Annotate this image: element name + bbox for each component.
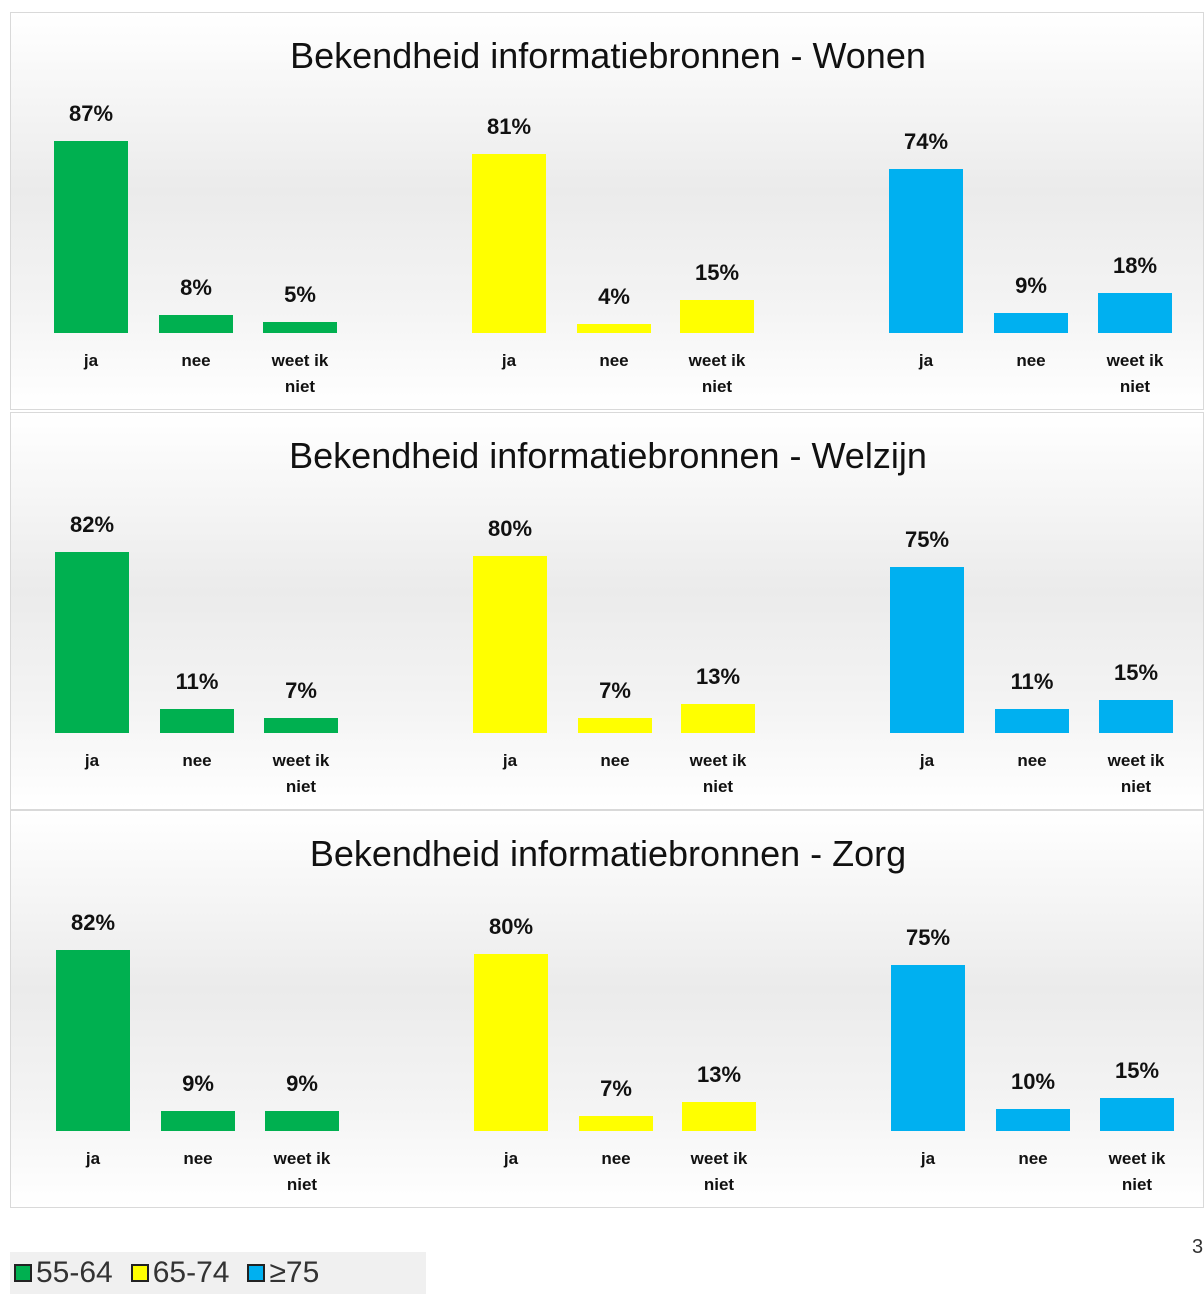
bar [160,708,234,733]
x-tick-label: ja [502,751,518,770]
data-label: 13% [696,1062,742,1088]
bar [472,153,546,333]
data-label: 82% [70,909,116,935]
data-label: 9% [182,1071,214,1097]
data-label: 7% [285,677,317,703]
legend-swatch [247,1264,266,1282]
x-tick-label: nee [1017,751,1047,770]
data-label: 80% [487,516,533,542]
data-label: 18% [1112,253,1158,279]
bar [265,1111,339,1131]
x-tick-label: nee [182,751,212,770]
data-label: 80% [488,914,534,940]
legend-item: ≥75 [247,1256,319,1290]
data-label: 9% [286,1071,318,1097]
bar [159,315,233,333]
legend-item: 55-64 [14,1256,113,1290]
bar [1098,293,1172,333]
legend: 55-64 65-74 ≥75 [10,1252,426,1294]
data-label: 7% [599,677,631,703]
chart-title: Bekendheid informatiebronnen - Welzijn [289,435,927,476]
data-label: 75% [905,925,951,951]
data-label: 8% [180,275,212,301]
data-label: 11% [175,668,219,694]
bar [56,949,130,1131]
x-tick-label: weet ik niet [273,1149,331,1194]
data-label: 4% [598,284,630,310]
legend-label: 65-74 [152,1256,230,1289]
x-tick-label: weet ik niet [272,751,330,796]
bar [681,704,755,733]
x-tick-label: weet ik niet [1107,751,1165,796]
x-tick-label: weet ik niet [688,351,746,396]
x-tick-label: nee [600,751,630,770]
bar [578,717,652,733]
bar [889,169,963,333]
x-tick-label: weet ik niet [689,751,747,796]
bar [579,1115,653,1131]
data-label: 7% [600,1075,632,1101]
bar [995,708,1069,733]
chart-title: Bekendheid informatiebronnen - Zorg [309,833,907,874]
bar [54,140,128,333]
bar [161,1111,235,1131]
data-label: 81% [486,113,532,139]
bar [474,954,548,1131]
data-label: 11% [1010,668,1054,694]
x-tick-label: weet ik niet [271,351,329,396]
x-tick-label: nee [601,1149,631,1168]
x-tick-label: ja [83,351,99,370]
x-tick-label: ja [501,351,517,370]
bar [577,324,651,333]
x-tick-label: nee [1018,1149,1048,1168]
legend-item: 65-74 [130,1256,230,1290]
bar [996,1108,1070,1131]
data-label: 74% [903,129,949,155]
legend-swatch [14,1264,32,1282]
bar [264,717,338,733]
legend-label: 55-64 [36,1256,113,1289]
bar [890,567,964,733]
page-number: 3 [1192,1236,1204,1258]
x-tick-label: ja [503,1149,519,1168]
x-tick-label: ja [918,351,934,370]
chart-panel: Bekendheid informatiebronnen - Wonen 87% 8… [10,12,1204,410]
bar [263,321,337,333]
data-label: 13% [695,664,741,690]
data-label: 87% [68,100,114,126]
data-label: 82% [69,511,115,537]
x-tick-label: ja [920,1149,936,1168]
bar [55,551,129,733]
x-tick-label: weet ik niet [1106,351,1164,396]
legend-swatch [130,1264,149,1282]
x-tick-label: nee [181,351,211,370]
bar [1099,699,1173,733]
x-tick-label: nee [599,351,629,370]
x-tick-label: weet ik niet [690,1149,748,1194]
chart-title: Bekendheid informatiebronnen - Wonen [290,35,926,76]
data-label: 9% [1015,273,1047,299]
data-label: 15% [1114,1057,1160,1083]
bar [994,313,1068,333]
bar [682,1102,756,1131]
x-tick-label: weet ik niet [1108,1149,1166,1194]
x-tick-label: nee [183,1149,213,1168]
x-tick-label: nee [1016,351,1046,370]
data-label: 10% [1010,1068,1056,1094]
x-tick-label: ja [85,1149,101,1168]
x-tick-label: ja [84,751,100,770]
data-label: 15% [1113,659,1159,685]
data-label: 15% [694,259,740,285]
bar [680,299,754,333]
legend-label: ≥75 [269,1256,320,1289]
bar [1100,1097,1174,1131]
data-label: 75% [904,527,950,553]
chart-panel: Bekendheid informatiebronnen - Welzijn 82… [10,412,1204,810]
chart-panel: Bekendheid informatiebronnen - Zorg 82% 9%… [10,810,1204,1208]
x-tick-label: ja [919,751,935,770]
bar [473,556,547,733]
data-label: 5% [284,281,316,307]
bar [891,965,965,1131]
